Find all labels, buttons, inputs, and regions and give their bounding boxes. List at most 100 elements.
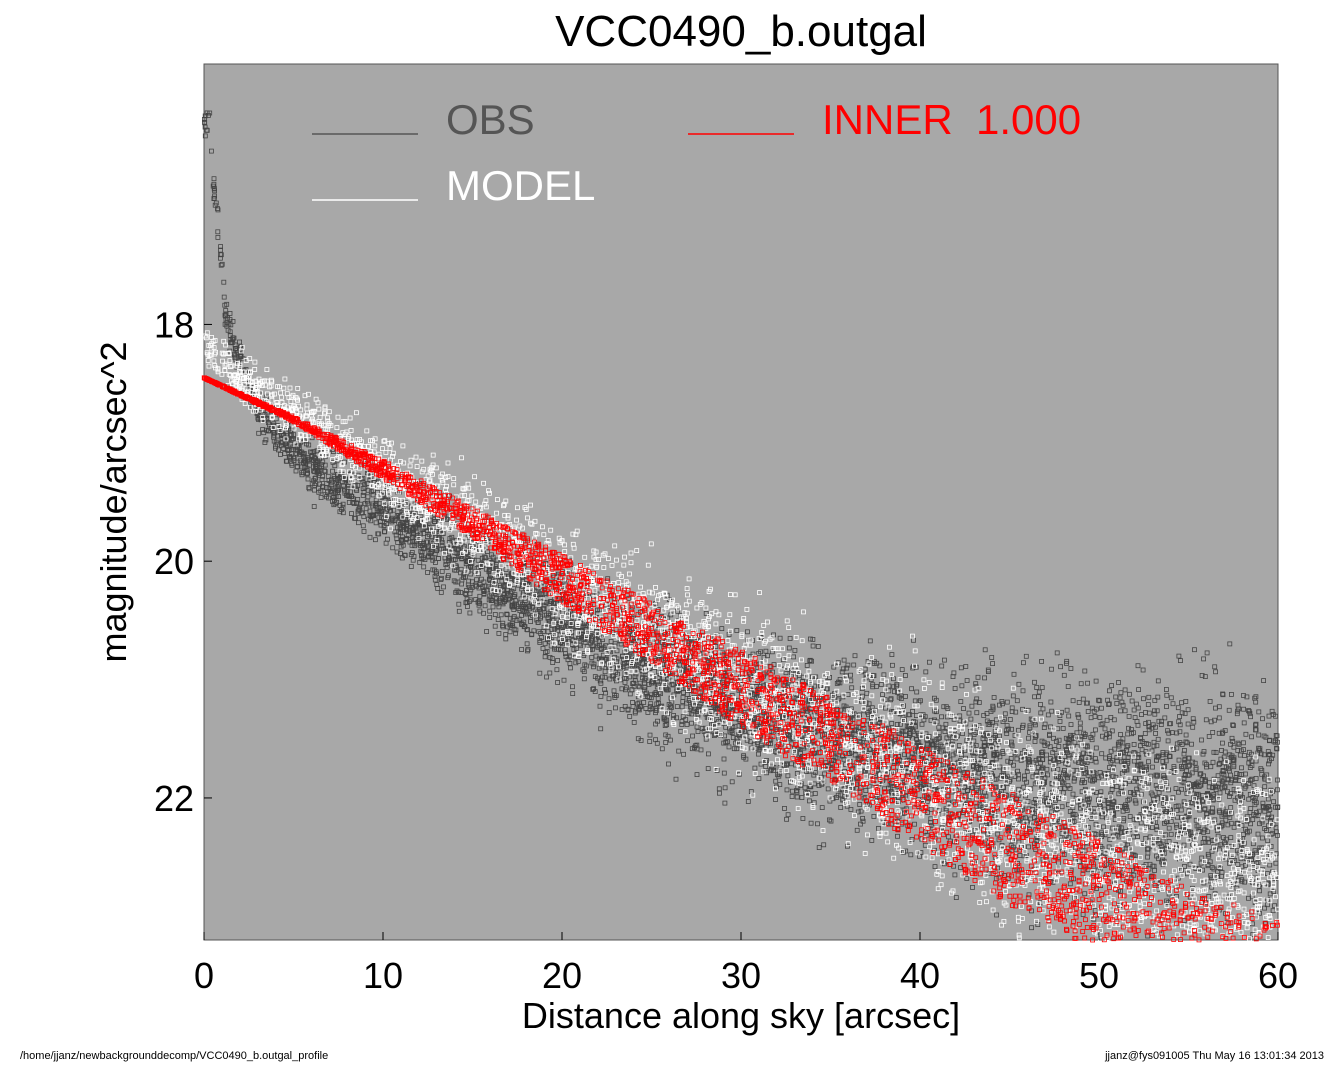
obs-point xyxy=(1054,739,1059,744)
obs-point xyxy=(1130,790,1136,796)
obs-point xyxy=(1121,829,1127,835)
obs-point xyxy=(910,709,915,714)
obs-point xyxy=(1061,672,1067,678)
obs-point xyxy=(1271,799,1276,805)
obs-point xyxy=(876,826,881,831)
obs-point xyxy=(1204,762,1209,767)
obs-point xyxy=(1152,708,1157,714)
obs-point xyxy=(1127,691,1132,697)
obs-point xyxy=(1155,754,1161,760)
obs-point xyxy=(1008,843,1014,848)
obs-point xyxy=(458,566,464,572)
obs-point xyxy=(1193,817,1199,823)
obs-point xyxy=(1094,790,1099,795)
obs-point xyxy=(602,669,608,675)
obs-point xyxy=(691,694,697,700)
obs-point xyxy=(1254,860,1259,866)
obs-point xyxy=(1122,829,1127,834)
obs-point xyxy=(1176,757,1182,763)
obs-point xyxy=(1179,710,1185,716)
obs-point xyxy=(827,798,833,804)
obs-point xyxy=(993,723,999,729)
obs-point xyxy=(1026,806,1032,812)
obs-point xyxy=(902,717,907,723)
obs-point xyxy=(665,711,670,717)
obs-point xyxy=(1016,727,1021,733)
obs-point xyxy=(686,639,692,645)
obs-point xyxy=(1153,731,1158,736)
obs-point xyxy=(1002,711,1008,717)
obs-point xyxy=(1082,734,1088,739)
obs-point xyxy=(438,577,444,582)
obs-point xyxy=(848,672,853,678)
obs-point xyxy=(982,742,988,748)
obs-point xyxy=(598,694,604,699)
obs-point xyxy=(1132,798,1138,804)
obs-point xyxy=(581,676,587,682)
obs-point xyxy=(1208,719,1214,725)
obs-point xyxy=(1262,905,1267,911)
obs-point xyxy=(1273,860,1279,866)
obs-point xyxy=(716,786,722,792)
obs-point xyxy=(212,193,218,199)
obs-point xyxy=(1130,826,1136,831)
obs-point xyxy=(802,785,808,791)
obs-point xyxy=(1016,681,1022,687)
obs-point xyxy=(631,720,637,725)
obs-point xyxy=(1253,722,1258,728)
obs-point xyxy=(1246,708,1251,713)
obs-point xyxy=(467,591,473,597)
obs-point xyxy=(1021,660,1026,666)
obs-point xyxy=(1004,731,1010,736)
obs-point xyxy=(1118,708,1123,714)
obs-point xyxy=(1168,831,1174,837)
obs-point xyxy=(208,148,214,154)
obs-point xyxy=(958,699,964,704)
obs-point xyxy=(970,885,975,890)
obs-point xyxy=(959,683,965,689)
obs-point xyxy=(1202,807,1207,812)
obs-point xyxy=(804,663,810,668)
obs-point xyxy=(852,752,858,758)
obs-point xyxy=(1174,730,1180,736)
obs-point xyxy=(794,789,800,795)
obs-point xyxy=(1265,796,1271,802)
obs-point xyxy=(1236,741,1242,747)
obs-point xyxy=(1004,723,1010,728)
obs-point xyxy=(1106,701,1112,707)
obs-point xyxy=(1184,768,1189,774)
obs-point xyxy=(453,590,459,595)
obs-point xyxy=(812,729,818,735)
obs-point xyxy=(1243,771,1248,777)
obs-point xyxy=(1039,685,1045,690)
obs-point xyxy=(1227,641,1233,647)
obs-point xyxy=(473,597,479,602)
obs-point xyxy=(328,482,334,488)
obs-point xyxy=(1125,743,1131,748)
obs-point xyxy=(908,852,914,858)
obs-point xyxy=(1042,743,1048,748)
obs-point xyxy=(483,555,488,561)
obs-point xyxy=(925,794,931,800)
obs-point xyxy=(671,692,677,698)
obs-point xyxy=(843,762,848,767)
obs-point xyxy=(1176,789,1181,795)
obs-point xyxy=(1250,932,1256,937)
obs-point xyxy=(1269,814,1274,820)
obs-point xyxy=(1052,804,1058,809)
obs-point xyxy=(1122,708,1128,714)
obs-point xyxy=(1076,760,1081,765)
obs-point xyxy=(340,483,346,489)
obs-point xyxy=(1212,664,1218,670)
obs-point xyxy=(1106,734,1112,740)
obs-point xyxy=(464,588,470,593)
obs-point xyxy=(1170,795,1176,801)
obs-point xyxy=(1270,908,1276,914)
obs-point xyxy=(1135,663,1141,669)
obs-point xyxy=(1251,783,1257,789)
obs-point xyxy=(432,577,438,583)
obs-point xyxy=(1093,759,1099,765)
obs-point xyxy=(1155,678,1161,684)
obs-point xyxy=(837,680,843,686)
